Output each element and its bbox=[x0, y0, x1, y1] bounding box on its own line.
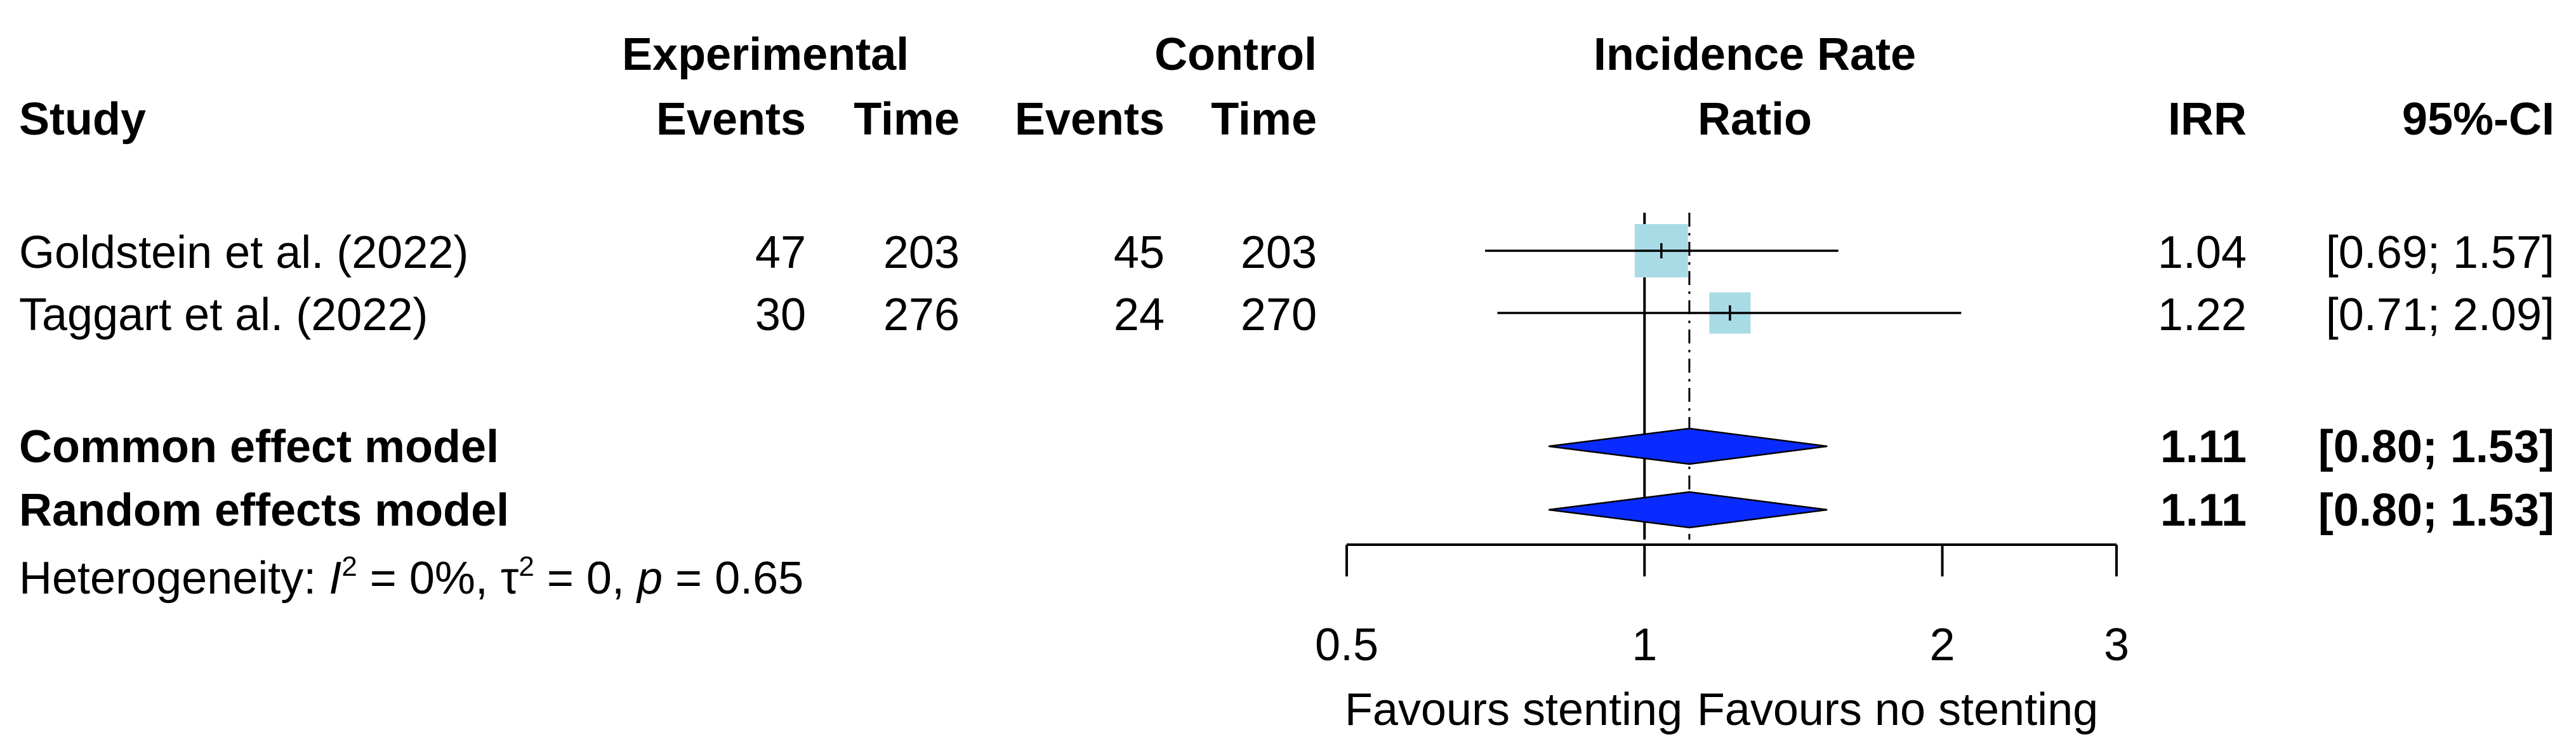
header-study: Study bbox=[19, 94, 146, 145]
header-exp-time: Time bbox=[854, 94, 960, 145]
pooled-diamond bbox=[1549, 427, 1828, 465]
study-irr: 1.22 bbox=[2158, 289, 2247, 340]
study-exp-time: 203 bbox=[883, 227, 960, 278]
study-row: Taggart et al. (2022) 30 276 24 270 1.22… bbox=[19, 289, 2554, 340]
x-axis-tick-label: 3 bbox=[2104, 620, 2129, 670]
axis-label-left: Favours stenting bbox=[1345, 684, 1682, 735]
study-ci: [0.69; 1.57] bbox=[2326, 227, 2554, 278]
x-axis-tick-label: 0.5 bbox=[1315, 620, 1378, 670]
study-name: Taggart et al. (2022) bbox=[19, 289, 428, 340]
pooled-name: Random effects model bbox=[19, 485, 509, 536]
study-row: Goldstein et al. (2022) 47 203 45 203 1.… bbox=[19, 227, 2554, 278]
axis-label-right: Favours no stenting bbox=[1697, 684, 2098, 735]
plot-area: 0.5 1 2 3 bbox=[1315, 213, 2129, 670]
pooled-irr: 1.11 bbox=[2160, 422, 2247, 472]
header-ci: 95%-CI bbox=[2402, 94, 2554, 145]
pooled-row-random: Random effects model 1.11 [0.80; 1.53] bbox=[19, 485, 2554, 536]
x-axis-tick-label: 2 bbox=[1929, 620, 1955, 670]
study-exp-time: 276 bbox=[883, 289, 960, 340]
study-ci: [0.71; 2.09] bbox=[2326, 289, 2554, 340]
x-axis-tick-label: 1 bbox=[1632, 620, 1657, 670]
study-exp-events: 30 bbox=[755, 289, 806, 340]
heterogeneity-text: Heterogeneity: I2 = 0%, τ2 = 0, p = 0.65 bbox=[19, 551, 803, 604]
study-ctrl-time: 270 bbox=[1241, 289, 1317, 340]
pooled-irr: 1.11 bbox=[2160, 485, 2247, 536]
header-exp-events: Events bbox=[656, 94, 806, 145]
header-ctrl-events: Events bbox=[1015, 94, 1165, 145]
header-irr: IRR bbox=[2168, 94, 2247, 145]
study-name: Goldstein et al. (2022) bbox=[19, 227, 468, 278]
study-ctrl-events: 24 bbox=[1114, 289, 1165, 340]
study-ctrl-events: 45 bbox=[1114, 227, 1165, 278]
header-ctrl-time: Time bbox=[1211, 94, 1317, 145]
pooled-name: Common effect model bbox=[19, 422, 499, 472]
header-control: Control bbox=[1154, 29, 1317, 80]
pooled-ci: [0.80; 1.53] bbox=[2318, 485, 2554, 536]
header-measure-line2: Ratio bbox=[1698, 94, 1812, 145]
pooled-row-common: Common effect model 1.11 [0.80; 1.53] bbox=[19, 422, 2554, 472]
study-irr: 1.04 bbox=[2158, 227, 2247, 278]
study-exp-events: 47 bbox=[755, 227, 806, 278]
header-experimental: Experimental bbox=[622, 29, 909, 80]
pooled-ci: [0.80; 1.53] bbox=[2318, 422, 2554, 472]
pooled-diamond bbox=[1549, 491, 1828, 529]
study-ctrl-time: 203 bbox=[1241, 227, 1317, 278]
header-measure-line1: Incidence Rate bbox=[1594, 29, 1916, 80]
